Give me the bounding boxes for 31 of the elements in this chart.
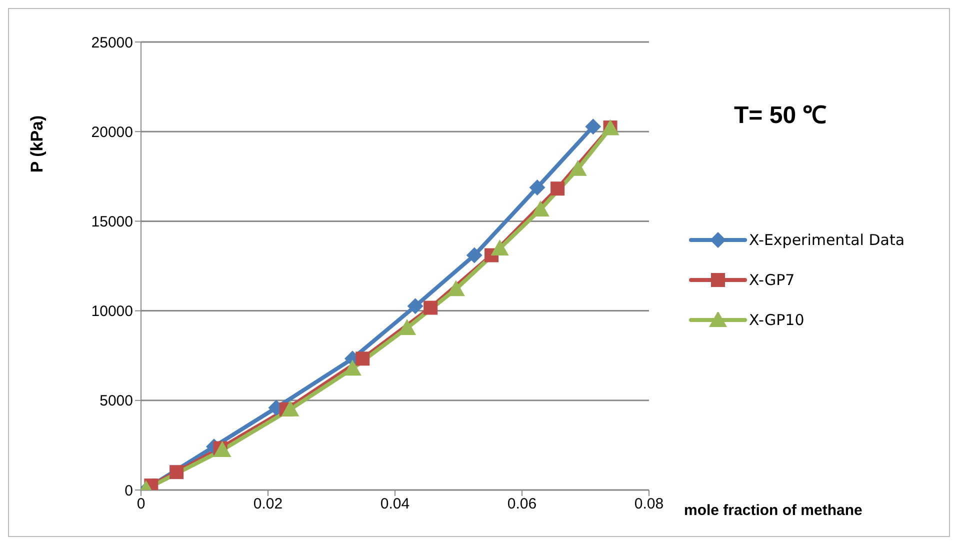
y-tick-label: 0 <box>124 482 133 500</box>
y-tick-label: 15000 <box>91 214 133 231</box>
point <box>568 160 587 176</box>
point <box>531 200 550 217</box>
point <box>585 118 602 135</box>
x-tick-label: 0.06 <box>507 496 537 513</box>
point <box>550 182 565 196</box>
point <box>490 239 509 256</box>
point <box>281 400 300 416</box>
y-tick-label: 10000 <box>91 303 133 320</box>
x-tick-label: 0.08 <box>634 496 664 513</box>
point <box>424 300 438 315</box>
point <box>343 360 362 376</box>
x-tick-label: 0 <box>136 496 146 513</box>
text: T= 50 ℃ <box>734 101 827 130</box>
point <box>213 441 232 458</box>
point <box>407 298 424 314</box>
legend-label: X-GP7 <box>749 271 795 289</box>
x-axis-title: mole fraction of methane <box>684 502 862 519</box>
point <box>170 465 184 480</box>
legend-label: X-Experimental Data <box>749 231 905 249</box>
y-axis-title: P (kPa) <box>28 115 48 173</box>
y-tick-label: 25000 <box>91 34 133 52</box>
y-tick-label: 20000 <box>91 124 133 141</box>
point <box>466 247 482 264</box>
point <box>356 352 370 366</box>
legend-label: X-GP10 <box>749 311 804 329</box>
y-tick-label: 5000 <box>100 392 133 410</box>
x-tick-label: 0.02 <box>253 496 283 513</box>
point <box>529 180 546 196</box>
x-tick-label: 0.04 <box>380 496 410 513</box>
